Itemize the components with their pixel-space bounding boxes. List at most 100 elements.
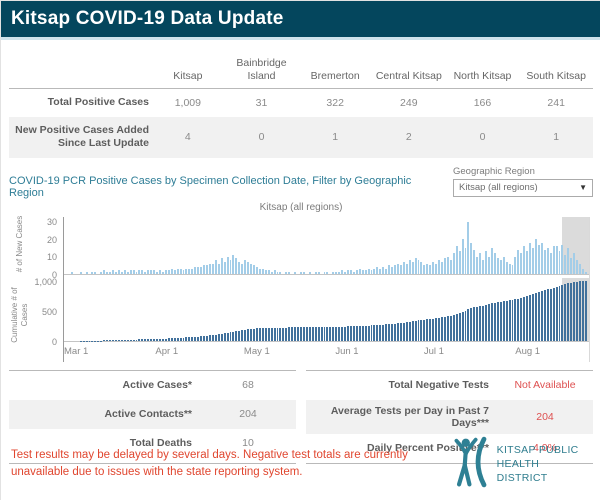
bar[interactable] [332,327,334,341]
bar[interactable] [373,269,375,274]
bar[interactable] [517,250,519,274]
bar[interactable] [206,336,208,341]
bar[interactable] [453,315,455,341]
bar[interactable] [183,338,185,341]
bar[interactable] [168,338,170,341]
bar[interactable] [250,264,252,274]
bar[interactable] [567,248,569,274]
bar[interactable] [279,328,281,341]
bar[interactable] [303,327,305,341]
bar[interactable] [432,262,434,274]
bar[interactable] [271,272,273,274]
bar[interactable] [191,269,193,274]
bar[interactable] [473,307,475,340]
bar[interactable] [385,269,387,274]
bar[interactable] [112,340,114,341]
bar[interactable] [359,269,361,274]
bar[interactable] [121,340,123,341]
bar[interactable] [274,328,276,341]
bar[interactable] [576,260,578,274]
bar[interactable] [438,260,440,274]
bar[interactable] [523,246,525,274]
bar[interactable] [382,267,384,274]
bar[interactable] [512,300,514,341]
bar[interactable] [544,250,546,274]
bar[interactable] [429,319,431,341]
bar[interactable] [180,269,182,274]
bar[interactable] [559,286,561,341]
bar[interactable] [538,292,540,341]
bar[interactable] [141,270,143,273]
bar[interactable] [344,327,346,341]
bar[interactable] [570,258,572,274]
bar[interactable] [306,327,308,341]
bar[interactable] [532,248,534,274]
bar[interactable] [244,330,246,341]
bar[interactable] [86,272,88,274]
bar[interactable] [227,333,229,341]
bar[interactable] [561,285,563,341]
bar[interactable] [435,318,437,341]
bar[interactable] [268,270,270,273]
bar[interactable] [512,265,514,274]
bar[interactable] [500,302,502,341]
bar[interactable] [188,337,190,341]
bar[interactable] [418,320,420,341]
bar[interactable] [526,296,528,341]
bar[interactable] [426,319,428,341]
bar[interactable] [544,290,546,341]
bar[interactable] [379,325,381,341]
bar[interactable] [274,270,276,273]
bar[interactable] [294,327,296,341]
bar[interactable] [203,265,205,274]
bar[interactable] [288,272,290,274]
bar[interactable] [397,264,399,274]
bar[interactable] [556,287,558,341]
bar[interactable] [365,326,367,341]
bar[interactable] [241,264,243,274]
bar[interactable] [497,258,499,274]
bar[interactable] [556,246,558,274]
bar[interactable] [288,327,290,340]
bar[interactable] [362,326,364,341]
bar[interactable] [153,339,155,341]
bar[interactable] [459,313,461,341]
bar[interactable] [200,267,202,274]
bar[interactable] [153,270,155,273]
bar[interactable] [297,327,299,341]
bar[interactable] [335,272,337,274]
bar[interactable] [165,339,167,341]
bar[interactable] [344,272,346,274]
bar[interactable] [144,272,146,274]
bar[interactable] [133,340,135,341]
bar[interactable] [479,306,481,341]
bar[interactable] [218,264,220,274]
bar[interactable] [91,272,93,274]
bar[interactable] [315,327,317,341]
bar[interactable] [174,270,176,273]
bar[interactable] [235,331,237,341]
bar[interactable] [235,258,237,274]
bar[interactable] [573,282,575,341]
bar[interactable] [462,239,464,274]
bar[interactable] [265,270,267,273]
bar[interactable] [259,269,261,274]
bar[interactable] [506,301,508,341]
bar[interactable] [432,319,434,341]
bar[interactable] [279,272,281,274]
bar[interactable] [382,325,384,341]
bar[interactable] [553,246,555,274]
bar[interactable] [347,270,349,273]
bar[interactable] [479,253,481,274]
bar[interactable] [103,270,105,273]
bar[interactable] [520,253,522,274]
bar[interactable] [230,260,232,274]
bar[interactable] [520,298,522,341]
bar[interactable] [221,334,223,341]
bar[interactable] [444,317,446,341]
bar[interactable] [174,338,176,341]
bar[interactable] [215,335,217,341]
bar[interactable] [109,272,111,274]
bar[interactable] [523,297,525,341]
bar[interactable] [253,265,255,274]
